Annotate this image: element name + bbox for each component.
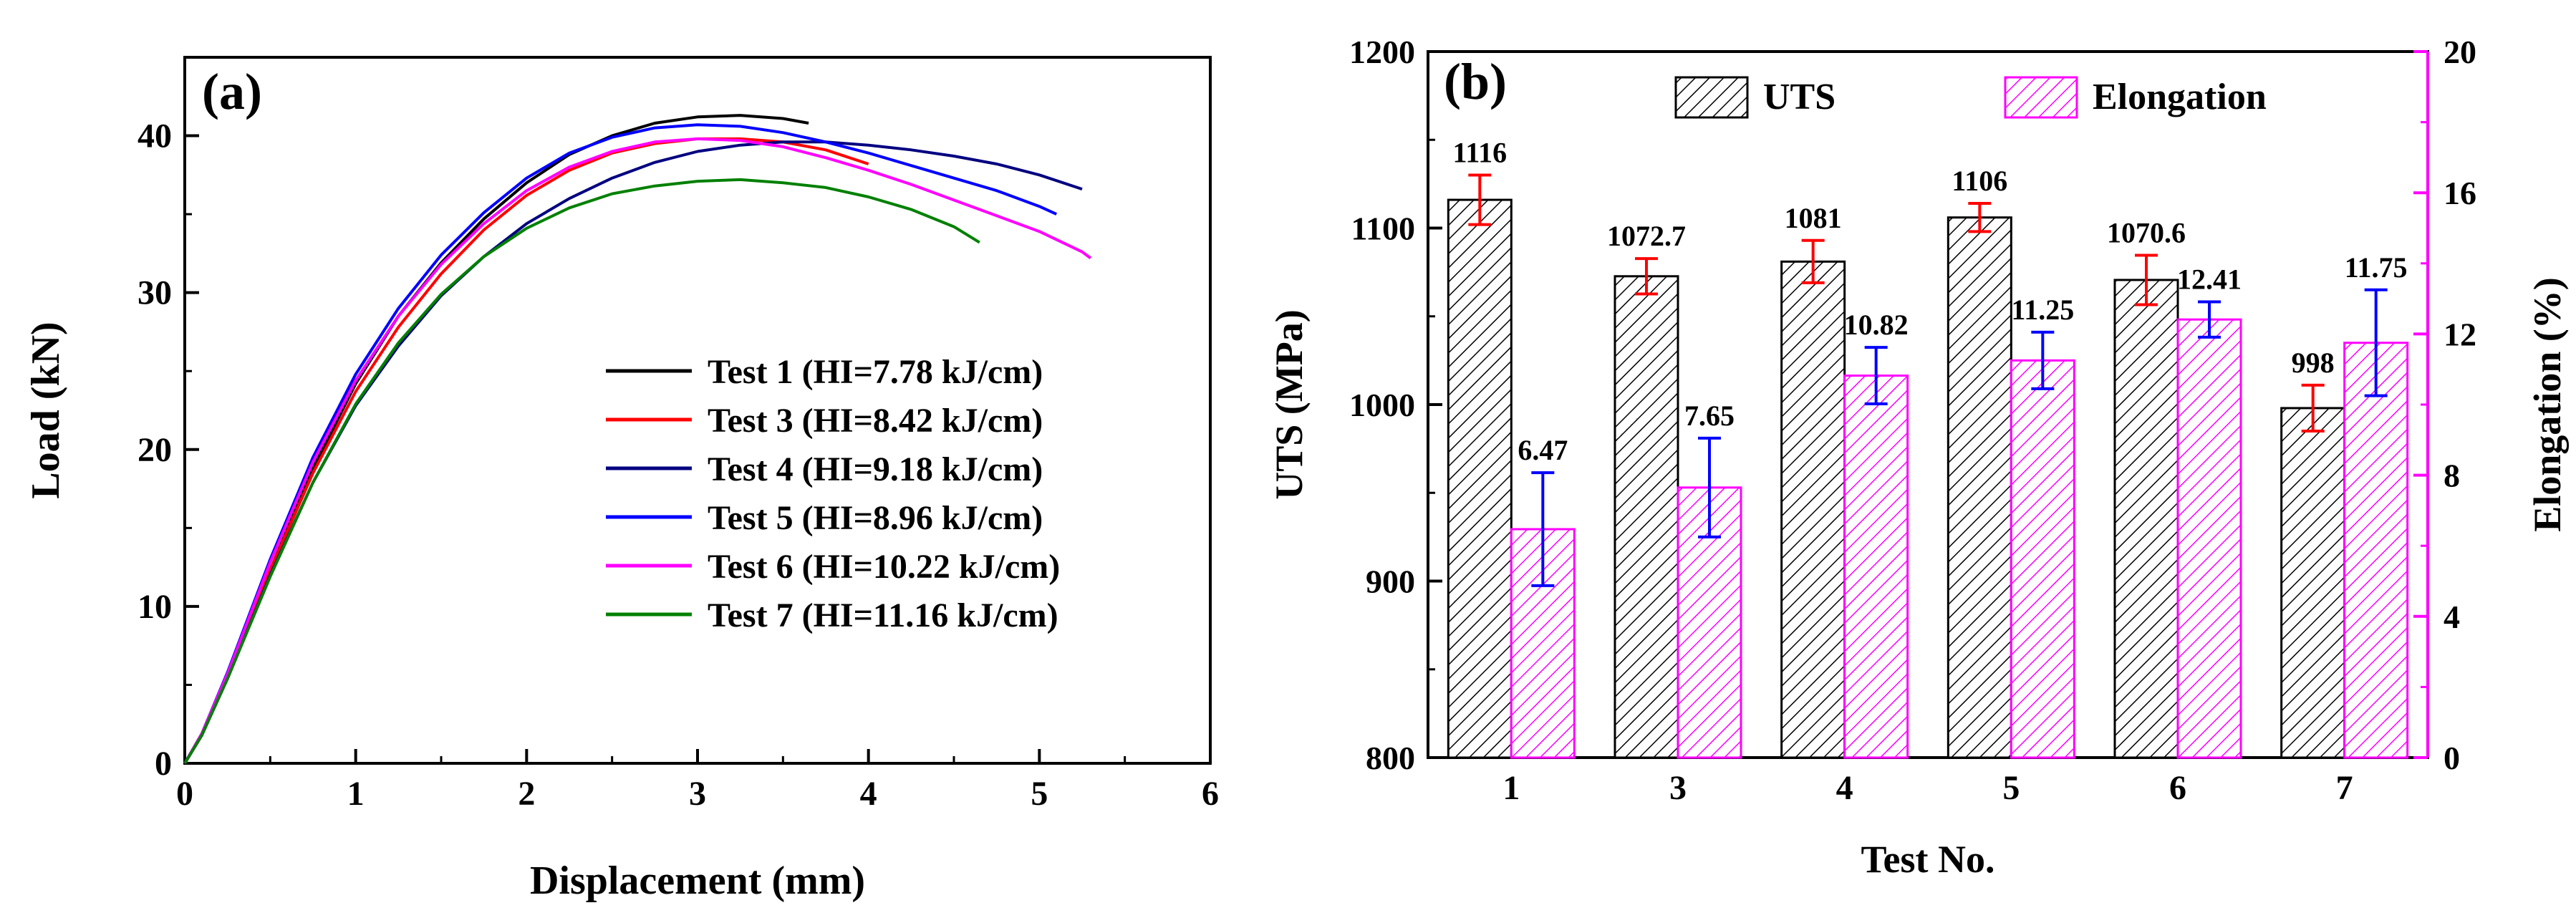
legend-label: Test 7 (HI=11.16 kJ/cm) [708, 596, 1058, 634]
elongation-value-label: 7.65 [1684, 400, 1735, 432]
x-tick-label: 2 [518, 775, 535, 813]
elongation-value-label: 10.82 [1844, 309, 1909, 341]
elongation-value-label: 11.25 [2011, 294, 2074, 326]
series-line-6 [183, 178, 980, 765]
x-tick-label: 0 [176, 775, 193, 813]
legend-label: Test 1 (HI=7.78 kJ/cm) [708, 353, 1043, 391]
legend-label: Test 3 (HI=8.42 kJ/cm) [708, 402, 1043, 440]
panel-a-x-axis-label: Displacement (mm) [530, 859, 865, 903]
panel-b-ticks: 800 900 1000 1100 1200 0 4 8 12 16 20 1 3 4 5 6 7 [1349, 34, 2476, 807]
panel-a-legend: Test 1 (HI=7.78 kJ/cm) Test 3 (HI=8.42 kJ… [606, 353, 1060, 634]
elongation-bar [1843, 374, 1909, 759]
elongation-bar [2010, 359, 2075, 759]
y2-tick-label: 8 [2444, 458, 2460, 494]
legend-label: Test 4 (HI=9.18 kJ/cm) [708, 450, 1043, 488]
y-tick-label: 800 [1366, 740, 1415, 776]
uts-bar [2113, 279, 2179, 759]
legend-swatch [1674, 76, 1749, 119]
panel-a-ticks: 0 1 2 3 4 5 6 0 10 20 30 40 [138, 117, 1219, 813]
x-tick-label: 4 [1836, 769, 1853, 807]
y-tick-label: 30 [138, 274, 172, 312]
legend-label: Elongation [2093, 77, 2267, 117]
uts-bar [1613, 275, 1679, 759]
y-tick-label: 900 [1366, 564, 1415, 600]
panel-b-y-axis-label: UTS (MPa) [1268, 309, 1311, 499]
x-tick-label: 7 [2336, 769, 2353, 807]
uts-value-label: 998 [2292, 347, 2335, 379]
y2-tick-label: 0 [2444, 740, 2460, 776]
x-tick-label: 5 [2002, 769, 2020, 807]
elongation-value-label: 6.47 [1518, 434, 1568, 466]
panel-b-label: (b) [1444, 53, 1507, 110]
x-tick-label: 6 [2169, 769, 2186, 807]
x-tick-label: 3 [689, 775, 706, 813]
uts-value-label: 1070.6 [2107, 216, 2186, 248]
y2-tick-label: 12 [2444, 316, 2476, 352]
y-tick-label: 1100 [1351, 211, 1415, 247]
y-tick-label: 20 [138, 431, 172, 469]
series-line-4 [183, 123, 1058, 764]
uts-bar [1947, 216, 2012, 759]
uts-value-label: 1081 [1785, 202, 1842, 234]
x-tick-label: 1 [1502, 769, 1520, 807]
uts-value-label: 1106 [1952, 165, 2007, 197]
y-tick-label: 40 [138, 117, 172, 155]
series-line-5 [183, 137, 1092, 764]
panel-a-label: (a) [202, 63, 262, 120]
panel-a-series-lines [183, 114, 1092, 765]
uts-bar [1447, 198, 1513, 759]
legend-label: UTS [1763, 77, 1835, 117]
panel-a-y-axis-label: Load (kN) [24, 322, 68, 498]
uts-value-label: 1116 [1453, 137, 1508, 169]
y2-tick-label: 20 [2444, 34, 2476, 70]
x-tick-label: 6 [1202, 775, 1219, 813]
x-tick-label: 5 [1031, 775, 1048, 813]
panel-b-x-axis-label: Test No. [1861, 838, 1994, 881]
uts-value-label: 1072.7 [1607, 220, 1686, 252]
uts-bar [2280, 407, 2346, 759]
panel-b-bar-chart: 800 900 1000 1100 1200 0 4 8 12 16 20 1 3 4 5 6 7 1116 6.… [1268, 34, 2569, 881]
y-tick-label: 0 [155, 745, 172, 783]
y2-tick-label: 16 [2444, 175, 2476, 211]
legend-label: Test 5 (HI=8.96 kJ/cm) [708, 499, 1043, 537]
uts-bar [1780, 260, 1846, 759]
elongation-bar [2343, 342, 2409, 759]
elongation-bar [2176, 318, 2242, 759]
series-line-2 [183, 137, 869, 765]
panel-b-bars: 1116 6.47 1072.7 7.65 1081 10.82 1106 11.25 1070… [1447, 137, 2409, 759]
y-tick-label: 10 [138, 588, 172, 626]
y2-tick-label: 4 [2444, 599, 2460, 635]
legend-swatch [2004, 76, 2078, 119]
panel-b-legend: UTS Elongation [1674, 76, 2267, 119]
elongation-value-label: 12.41 [2177, 264, 2242, 296]
panel-b-plot-frame [1427, 50, 2429, 759]
panel-b-y2-axis-label: Elongation (%) [2526, 277, 2569, 532]
x-tick-label: 3 [1669, 769, 1687, 807]
x-tick-label: 1 [347, 775, 365, 813]
y-tick-label: 1200 [1349, 34, 1415, 70]
y-tick-label: 1000 [1349, 387, 1415, 423]
x-tick-label: 4 [860, 775, 877, 813]
elongation-value-label: 11.75 [2345, 251, 2408, 284]
legend-label: Test 6 (HI=10.22 kJ/cm) [708, 548, 1060, 586]
